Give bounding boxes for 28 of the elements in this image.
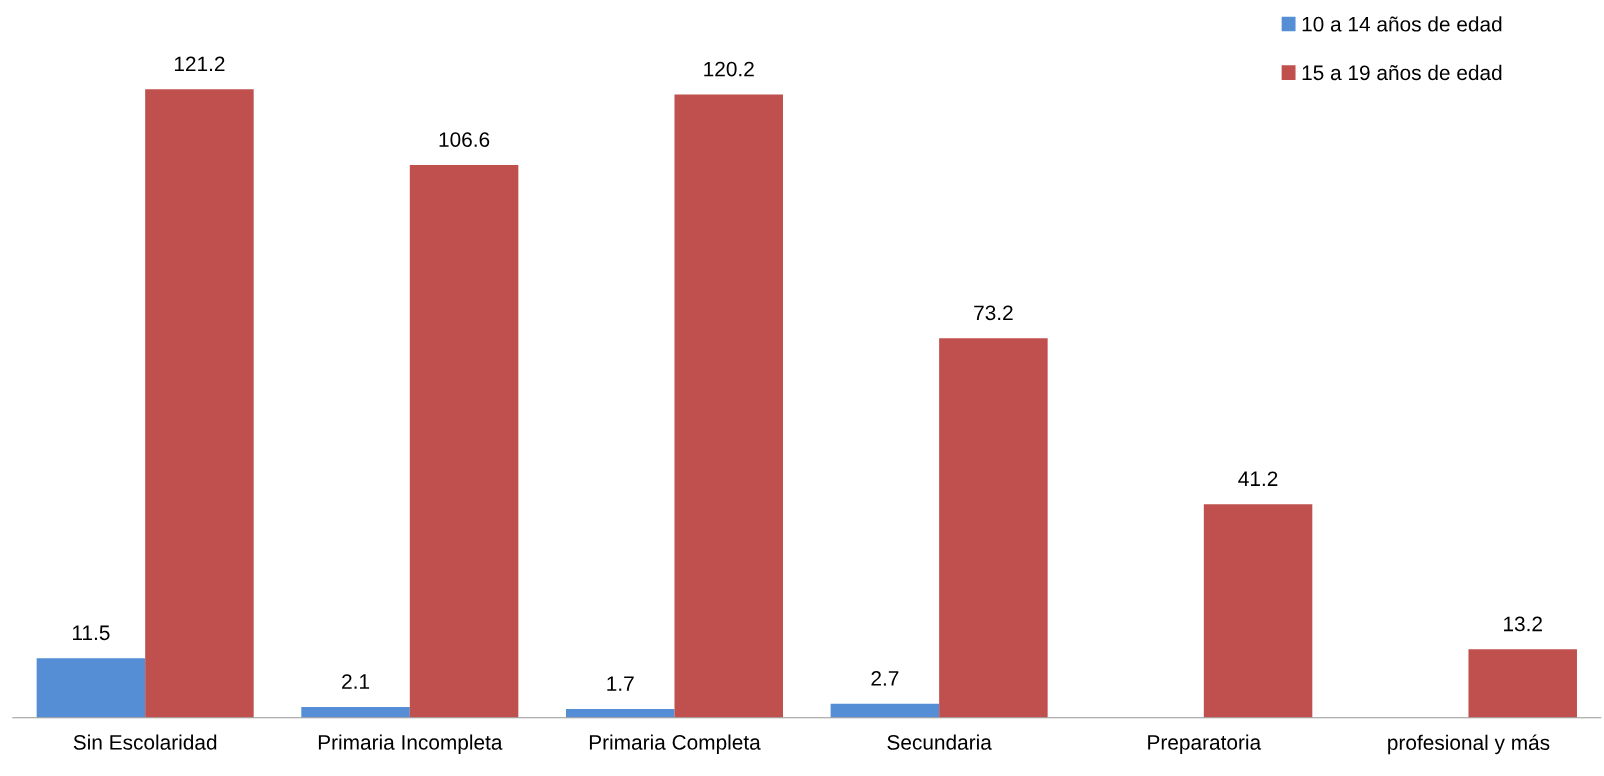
bar [830, 703, 940, 718]
bar [409, 164, 519, 718]
data-label: 2.1 [342, 674, 370, 689]
bar [301, 706, 410, 718]
data-label: 121.2 [174, 56, 225, 72]
x-tick-label: Preparatoria [1148, 734, 1262, 754]
x-tick-label: Primaria Completa [589, 734, 761, 754]
data-label: 120.2 [704, 61, 754, 77]
bar [1468, 649, 1577, 718]
bar [1203, 504, 1313, 718]
data-label: 2.7 [871, 671, 899, 686]
bar [36, 658, 146, 718]
bar [145, 89, 254, 718]
data-label: 41.2 [1238, 471, 1278, 486]
data-label: 73.2 [974, 305, 1013, 321]
data-label: 11.5 [72, 625, 110, 641]
data-label: 1.7 [607, 676, 634, 691]
bar [939, 338, 1048, 718]
x-tick-label: profesional y más [1388, 734, 1550, 755]
bar [565, 708, 675, 718]
x-tick-label: Sin Escolaridad [73, 734, 217, 750]
legend-label: 15 a 19 años de edad [1302, 64, 1502, 81]
data-label: 13.2 [1504, 616, 1542, 632]
bar [674, 94, 783, 718]
x-tick-label: Primaria Incompleta [318, 734, 503, 754]
legend-label: 10 a 14 años de edad [1302, 16, 1502, 32]
x-tick-label: Secundaria [887, 734, 992, 750]
data-label: 106.6 [439, 132, 490, 147]
